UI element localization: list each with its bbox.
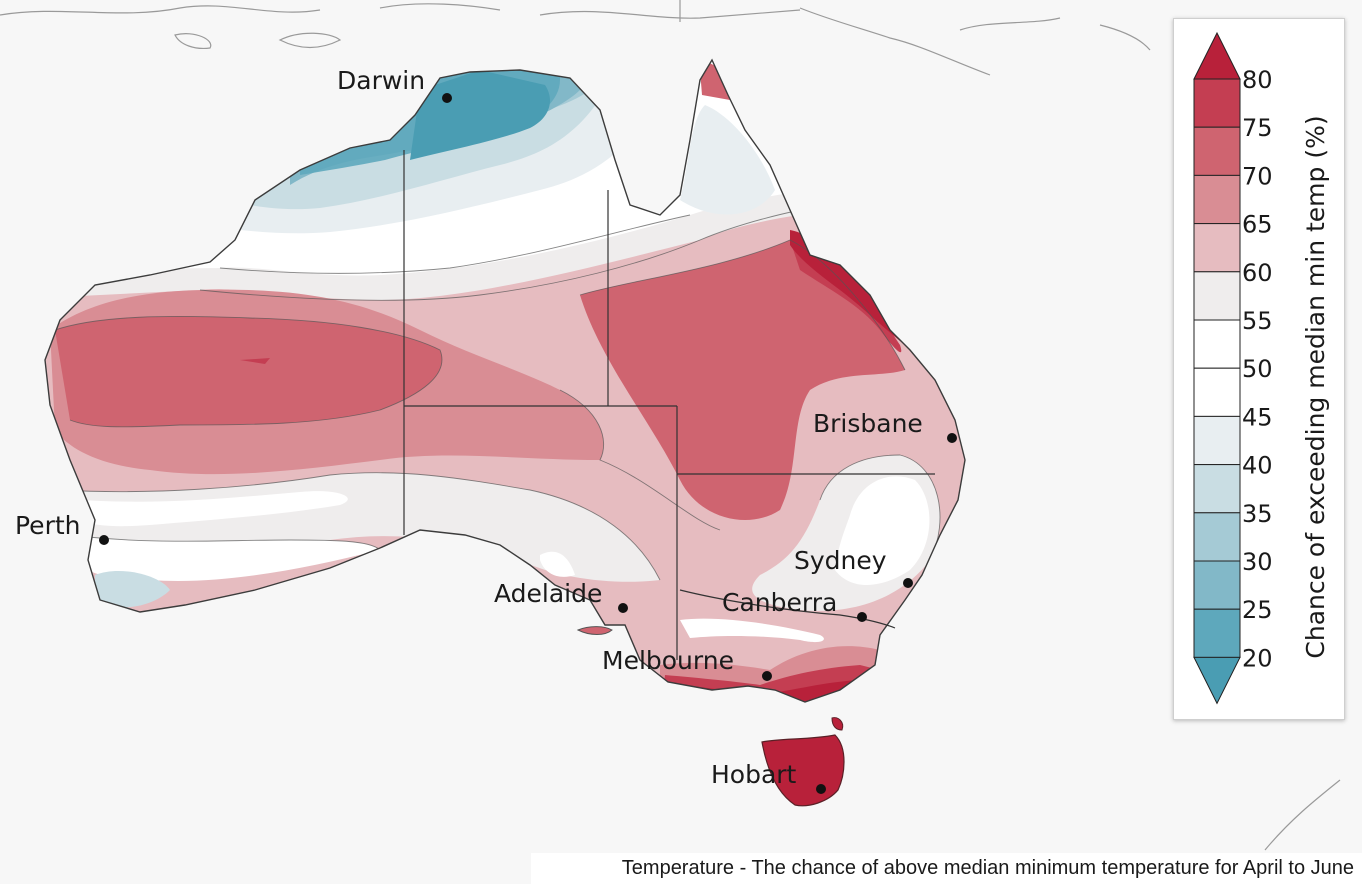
colorbar-bin [1193, 367, 1241, 417]
city-label: Darwin [337, 66, 425, 95]
tick-label: 35 [1242, 500, 1273, 528]
tick-label: 50 [1242, 355, 1273, 383]
colorbar-bin-bottom [1193, 656, 1241, 705]
colorbar: 80 75 70 65 60 55 50 45 40 35 30 25 20 Chance of exc… [1193, 31, 1330, 705]
city-marker [903, 578, 913, 588]
city-sydney: Sydney [794, 546, 913, 588]
city-hobart: Hobart [711, 760, 826, 794]
tick-label: 65 [1242, 211, 1273, 239]
colorbar-bin [1193, 223, 1241, 273]
city-marker [762, 671, 772, 681]
tick-label: 55 [1242, 307, 1273, 335]
tick-label: 60 [1242, 259, 1273, 287]
tick-label: 30 [1242, 548, 1273, 576]
tick-label: 25 [1242, 596, 1273, 624]
colorbar-bin [1193, 560, 1241, 610]
state-borders [403, 150, 935, 660]
city-label: Adelaide [494, 579, 602, 608]
colorbar-bins [1193, 31, 1241, 705]
legend: 80 75 70 65 60 55 50 45 40 35 30 25 20 Chance of exc… [1173, 18, 1345, 720]
background-coastlines [0, 0, 1341, 851]
colorbar-bin [1193, 271, 1241, 321]
city-label: Canberra [722, 588, 837, 617]
colorbar-bin [1193, 512, 1241, 562]
tick-label: 80 [1242, 66, 1273, 94]
city-marker [947, 433, 957, 443]
city-perth: Perth [15, 511, 109, 545]
australia-coastline [44, 58, 966, 703]
city-darwin: Darwin [337, 66, 452, 103]
tick-label: 70 [1242, 162, 1273, 190]
city-marker [857, 612, 867, 622]
map-caption: Temperature - The chance of above median… [531, 853, 1362, 884]
city-adelaide: Adelaide [494, 579, 628, 613]
city-marker [442, 93, 452, 103]
tick-label: 40 [1242, 452, 1273, 480]
city-melbourne: Melbourne [602, 646, 772, 681]
colorbar-bin-top [1193, 31, 1241, 80]
colorbar-bin [1193, 174, 1241, 225]
tick-label: 75 [1242, 114, 1273, 142]
city-label: Melbourne [602, 646, 734, 675]
colorbar-bin [1193, 415, 1241, 466]
colorbar-bin [1193, 608, 1241, 658]
city-canberra: Canberra [722, 588, 867, 622]
city-marker [816, 784, 826, 794]
probability-field [45, 60, 965, 702]
colorbar-bin [1193, 78, 1241, 128]
colorbar-bin [1193, 126, 1241, 176]
tick-label: 45 [1242, 403, 1273, 431]
legend-title: Chance of exceeding median min temp (%) [1301, 115, 1330, 658]
city-marker [99, 535, 109, 545]
colorbar-bin [1193, 464, 1241, 514]
city-label: Brisbane [813, 409, 923, 438]
city-label: Sydney [794, 546, 887, 575]
tick-label: 20 [1242, 644, 1273, 672]
city-brisbane: Brisbane [813, 409, 957, 443]
city-label: Hobart [711, 760, 797, 789]
city-label: Perth [15, 511, 81, 540]
city-marker [618, 603, 628, 613]
colorbar-ticks: 80 75 70 65 60 55 50 45 40 35 30 25 20 [1242, 66, 1273, 672]
colorbar-bin [1193, 319, 1241, 369]
